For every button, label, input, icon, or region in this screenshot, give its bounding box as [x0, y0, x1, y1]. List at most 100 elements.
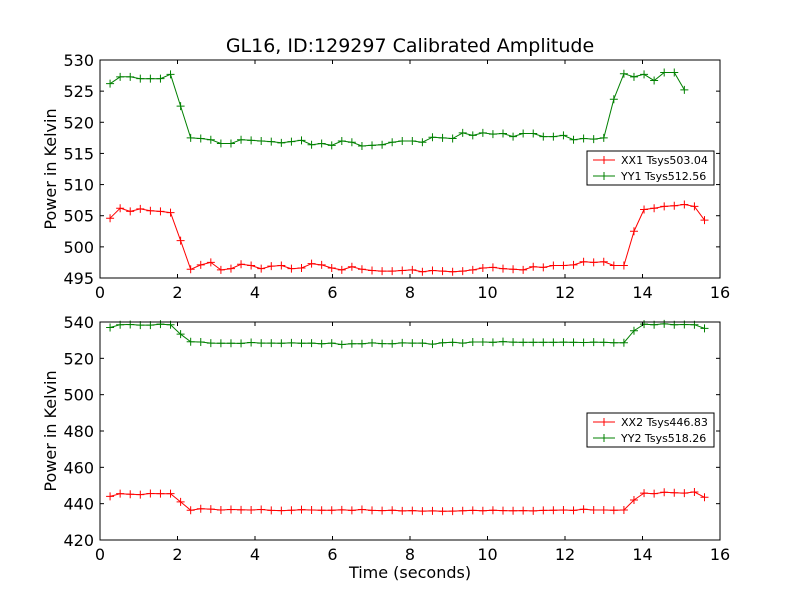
data-point	[136, 74, 145, 83]
data-point	[660, 202, 669, 211]
data-point	[529, 338, 538, 347]
data-point	[670, 68, 679, 77]
y-tick-label: 520	[63, 349, 94, 368]
data-point	[509, 506, 518, 515]
data-point	[529, 262, 538, 271]
data-point	[337, 505, 346, 514]
x-tick-label: 16	[710, 283, 730, 302]
data-point	[257, 264, 266, 273]
data-point	[126, 490, 135, 499]
x-tick-label: 8	[405, 283, 415, 302]
data-point	[418, 507, 427, 516]
data-point	[166, 208, 175, 217]
data-point	[237, 505, 246, 514]
data-point	[186, 265, 195, 274]
data-point	[569, 135, 578, 144]
data-point	[478, 337, 487, 346]
data-point	[529, 506, 538, 515]
data-point	[559, 261, 568, 270]
data-point	[267, 506, 276, 515]
data-point	[428, 506, 437, 515]
data-point	[378, 506, 387, 515]
data-point	[106, 214, 115, 223]
data-point	[650, 489, 659, 498]
data-point	[247, 136, 256, 145]
data-point	[277, 261, 286, 270]
data-point	[579, 257, 588, 266]
data-point	[579, 134, 588, 143]
data-point	[287, 506, 296, 515]
data-point	[549, 506, 558, 515]
chart-panel-2: 0 2 4 6 8 10 12 14 16 420 440 460 480 500 520 540 Power …	[41, 313, 730, 564]
data-point	[196, 504, 205, 513]
data-point	[347, 339, 356, 348]
data-point	[237, 260, 246, 269]
data-point	[549, 261, 558, 270]
data-point	[438, 267, 447, 276]
data-point	[176, 330, 185, 339]
data-point	[509, 265, 518, 274]
data-point	[599, 506, 608, 515]
data-point	[549, 132, 558, 141]
data-point	[277, 339, 286, 348]
data-point	[629, 326, 638, 335]
data-point	[206, 505, 215, 514]
data-point	[388, 339, 397, 348]
data-point	[257, 136, 266, 145]
y-axis-title: Power in Kelvin	[41, 370, 60, 491]
data-point	[247, 506, 256, 515]
data-point	[680, 489, 689, 498]
data-point	[166, 70, 175, 79]
data-point	[277, 506, 286, 515]
data-point	[609, 261, 618, 270]
data-point	[448, 507, 457, 516]
data-point	[226, 339, 235, 348]
data-point	[106, 492, 115, 501]
x-tick-label: 2	[172, 545, 182, 564]
x-tick-label: 10	[477, 545, 497, 564]
data-point	[237, 339, 246, 348]
data-point	[640, 205, 649, 214]
data-point	[106, 79, 115, 88]
data-point	[216, 339, 225, 348]
data-point	[458, 128, 467, 137]
data-point	[297, 136, 306, 145]
data-point	[408, 265, 417, 274]
data-point	[156, 489, 165, 498]
data-point	[468, 337, 477, 346]
data-point	[317, 260, 326, 269]
x-tick-label: 10	[477, 283, 497, 302]
data-point	[156, 320, 165, 329]
x-tick-label: 0	[95, 283, 105, 302]
data-point	[378, 140, 387, 149]
data-point	[488, 338, 497, 347]
data-point	[277, 138, 286, 147]
data-point	[428, 133, 437, 142]
data-point	[579, 505, 588, 514]
data-point	[317, 506, 326, 515]
data-point	[559, 338, 568, 347]
data-point	[357, 505, 366, 514]
data-point	[206, 258, 215, 267]
data-point	[509, 132, 518, 141]
data-point	[509, 338, 518, 347]
x-tick-label: 14	[632, 283, 652, 302]
data-point	[519, 129, 528, 138]
y-tick-label: 500	[63, 386, 94, 405]
y-tick-label: 495	[63, 269, 94, 288]
data-point	[206, 339, 215, 348]
y-axis-title: Power in Kelvin	[41, 108, 60, 229]
data-point	[609, 95, 618, 104]
data-point	[599, 257, 608, 266]
data-point	[660, 68, 669, 77]
data-point	[357, 339, 366, 348]
data-point	[539, 338, 548, 347]
data-point	[357, 265, 366, 274]
data-point	[216, 506, 225, 515]
data-point	[216, 139, 225, 148]
data-point	[559, 506, 568, 515]
data-point	[589, 338, 598, 347]
data-point	[418, 138, 427, 147]
legend-swatch-marker	[600, 418, 608, 426]
